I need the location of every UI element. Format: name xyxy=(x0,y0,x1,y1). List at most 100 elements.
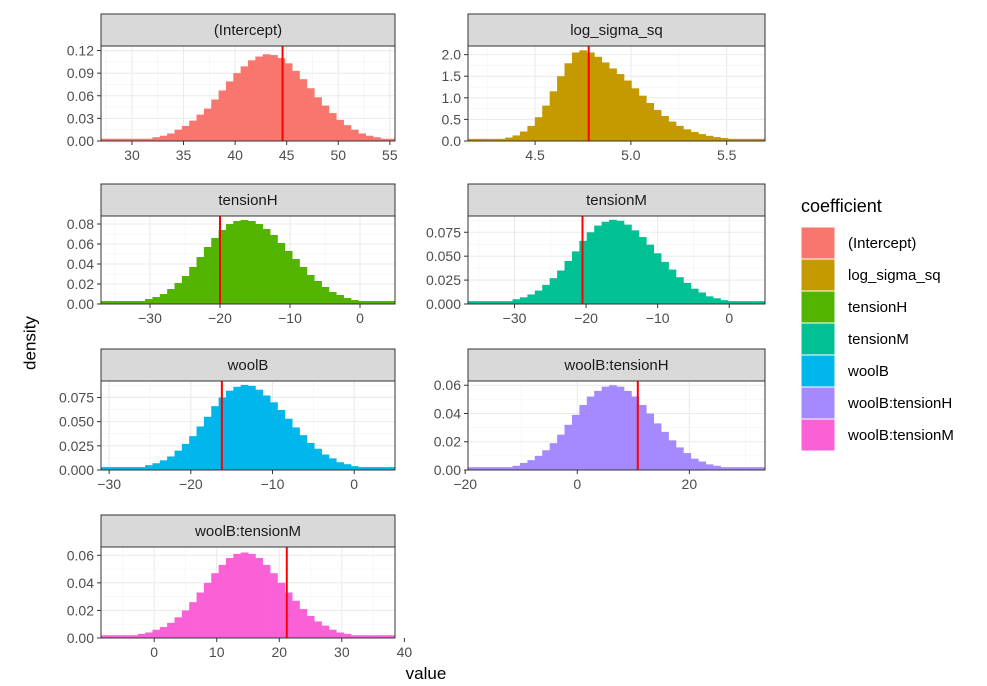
facet-strip-label-2: tensionH xyxy=(218,192,277,209)
histogram-bar xyxy=(661,261,669,304)
histogram-bar xyxy=(505,301,513,304)
histogram-bar xyxy=(609,68,617,141)
x-tick-label: −30 xyxy=(97,476,121,492)
histogram-bar xyxy=(145,465,153,470)
histogram-bar xyxy=(564,260,573,304)
histogram-bar xyxy=(601,62,610,142)
y-tick-label: 0.08 xyxy=(67,216,94,232)
histogram-bar xyxy=(571,52,580,141)
y-tick-label: 0.02 xyxy=(67,276,94,292)
facet-strip-label-6: woolB:tensionM xyxy=(194,523,301,540)
histogram-bar xyxy=(387,467,396,470)
histogram-bar xyxy=(336,462,344,470)
x-tick-label: 10 xyxy=(209,644,225,660)
histogram-bar xyxy=(564,424,573,470)
histogram-bar xyxy=(713,137,721,141)
facet-panel-0: (Intercept) 0.00 0.03 0.06 0.09 0.12 30 35 40 45 5… xyxy=(67,13,398,163)
histogram-bar xyxy=(181,610,190,638)
histogram-bar xyxy=(579,405,588,470)
histogram-bar xyxy=(594,56,603,141)
histogram-bar xyxy=(482,301,491,304)
histogram-bar xyxy=(255,224,264,304)
histogram-bar xyxy=(233,553,242,638)
histogram-bar xyxy=(609,385,617,470)
x-tick-label: 0 xyxy=(573,476,581,492)
histogram-bar xyxy=(270,235,278,304)
histogram-bar xyxy=(586,396,595,470)
histogram-bar xyxy=(196,257,205,304)
histogram-bar xyxy=(137,467,146,470)
histogram-bar xyxy=(690,131,699,141)
histogram-bar xyxy=(653,253,662,304)
histogram-bar xyxy=(159,626,168,638)
histogram-bar xyxy=(321,625,330,638)
histogram-bar xyxy=(661,431,669,470)
y-tick-label: 0.02 xyxy=(67,602,94,618)
histogram-bar xyxy=(211,573,219,638)
y-tick-label: 0.000 xyxy=(59,462,94,478)
histogram-bar xyxy=(365,635,374,638)
x-tick-label: 40 xyxy=(227,147,243,163)
histogram-bar xyxy=(167,133,175,141)
histogram-bar xyxy=(240,220,249,304)
histogram-bar xyxy=(683,282,692,304)
histogram-bar xyxy=(750,138,758,141)
histogram-bar xyxy=(350,466,359,470)
histogram-bar xyxy=(101,138,109,141)
histogram-bar xyxy=(358,635,366,638)
histogram-bar xyxy=(365,301,374,304)
histogram-bar xyxy=(527,460,536,470)
histogram-bar xyxy=(328,292,337,304)
x-tick-label: 0 xyxy=(350,476,358,492)
histogram-bar xyxy=(115,635,124,638)
histogram-bar xyxy=(698,292,706,304)
histogram-bar xyxy=(189,267,197,304)
histogram-bar xyxy=(735,467,744,470)
facet-strip-0 xyxy=(100,13,396,47)
histogram-bar xyxy=(482,138,491,141)
histogram-bar xyxy=(174,617,183,638)
histogram-bar xyxy=(653,109,662,141)
histogram-bar xyxy=(145,299,153,304)
histogram-bar xyxy=(262,395,271,470)
histogram-bar xyxy=(742,138,751,141)
histogram-bar xyxy=(757,467,766,470)
histogram-bar xyxy=(490,138,499,141)
histogram-bar xyxy=(306,442,315,470)
histogram-bar xyxy=(277,582,286,638)
histogram-bar xyxy=(203,247,212,304)
histogram-bar xyxy=(203,416,212,470)
y-tick-label: 0.000 xyxy=(426,296,461,312)
histogram-bar xyxy=(336,632,344,638)
histogram-bar xyxy=(653,423,662,470)
histogram-bar xyxy=(594,225,603,304)
histogram-bar xyxy=(638,405,647,470)
histogram-bar xyxy=(321,287,330,304)
y-tick-label: 0.00 xyxy=(434,462,461,478)
histogram-bar xyxy=(705,464,714,470)
panel-border-6 xyxy=(100,546,396,639)
legend-key-5 xyxy=(800,386,836,420)
x-tick-label: −20 xyxy=(453,476,477,492)
histogram-bar xyxy=(727,138,736,141)
histogram-bar xyxy=(108,301,117,304)
histogram-bar xyxy=(387,301,396,304)
legend-key-3 xyxy=(800,322,836,356)
histogram-bar xyxy=(497,301,506,304)
histogram-bar xyxy=(233,221,242,304)
histogram-bar xyxy=(130,301,139,304)
histogram-bar xyxy=(189,436,197,470)
histogram-bar xyxy=(130,467,139,470)
histogram-bar xyxy=(159,460,168,470)
histogram-bar xyxy=(387,138,396,141)
histogram-bar xyxy=(328,629,337,638)
histogram-bar xyxy=(350,635,359,638)
histogram-bar xyxy=(350,129,359,141)
histogram-bar xyxy=(211,406,219,470)
histogram-bar xyxy=(571,414,580,470)
panel-border-0 xyxy=(100,45,396,142)
x-tick-label: 30 xyxy=(124,147,140,163)
histogram-bar xyxy=(358,133,366,141)
histogram-bar xyxy=(631,396,640,470)
panel-border-3 xyxy=(467,215,766,305)
